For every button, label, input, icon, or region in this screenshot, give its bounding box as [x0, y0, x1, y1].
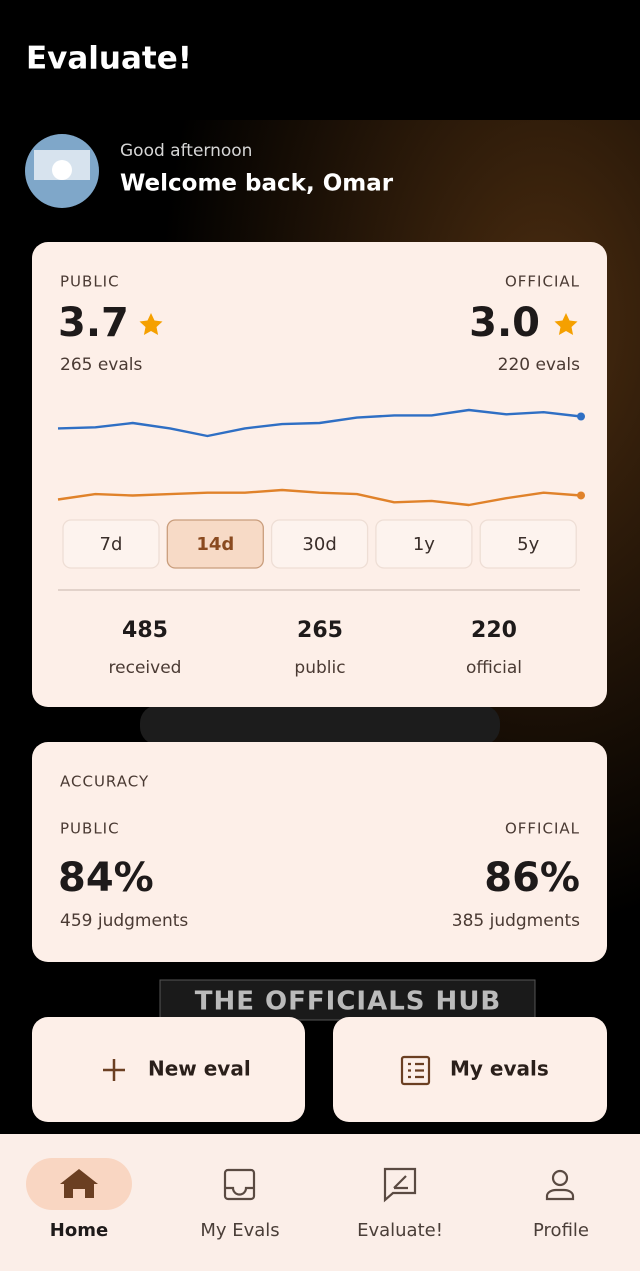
list-icon — [400, 1055, 431, 1086]
range-button[interactable] — [479, 519, 577, 569]
edit-icon — [383, 1167, 417, 1203]
nav-label: Home — [50, 1220, 108, 1241]
profile-icon — [545, 1169, 575, 1201]
stat-label: public — [294, 658, 345, 678]
official-label: OFFICIAL — [505, 820, 580, 838]
nav-label: Profile — [533, 1220, 589, 1241]
official-label: OFFICIAL — [505, 273, 580, 291]
public-score: 3.7 — [58, 300, 129, 346]
official-judgments: 385 judgments — [452, 911, 580, 931]
stat-value: 485 — [122, 618, 168, 643]
stat-value: 265 — [297, 618, 343, 643]
public-count: 265 evals — [60, 355, 143, 375]
star-icon — [139, 313, 163, 335]
range-label: 14d — [196, 534, 234, 555]
stats: 485 received 265 public 220 official — [109, 618, 522, 678]
nav-label: Evaluate! — [357, 1220, 443, 1241]
plus-icon — [103, 1059, 125, 1081]
official-score: 3.0 — [469, 300, 540, 346]
official-trend-line — [57, 488, 582, 507]
public-trend-line — [57, 408, 582, 438]
stat-value: 220 — [471, 618, 517, 643]
official-trend-end — [577, 491, 585, 500]
greeting-subtitle: Good afternoon — [120, 141, 252, 161]
range-button[interactable] — [62, 519, 160, 569]
public-label: PUBLIC — [60, 273, 120, 291]
stat-label: received — [109, 658, 182, 678]
greeting-title: Welcome back, Omar — [120, 171, 394, 197]
background-banner: THE OFFICIALS HUB — [195, 987, 502, 1017]
range-button[interactable] — [166, 519, 264, 569]
new-eval-button[interactable] — [32, 1017, 305, 1122]
range-selector: 7d 14d 30d 1y 5y — [62, 519, 577, 569]
home-icon — [60, 1169, 98, 1198]
my-evals-label: My evals — [450, 1057, 549, 1081]
range-label: 1y — [413, 534, 435, 555]
range-button[interactable] — [375, 519, 473, 569]
stat-label: official — [466, 658, 522, 678]
range-label: 30d — [302, 534, 336, 555]
inbox-icon — [223, 1168, 256, 1201]
official-count: 220 evals — [498, 355, 581, 375]
avatar-detail — [52, 160, 72, 180]
accuracy-card — [32, 742, 607, 962]
background-art — [140, 705, 500, 745]
my-evals-button[interactable] — [333, 1017, 607, 1122]
range-label: 5y — [517, 534, 539, 555]
public-judgments: 459 judgments — [60, 911, 188, 931]
range-button[interactable] — [270, 519, 369, 569]
official-accuracy: 86% — [484, 855, 580, 901]
new-eval-label: New eval — [148, 1057, 251, 1081]
range-label: 7d — [100, 534, 123, 555]
public-accuracy: 84% — [58, 855, 154, 901]
star-icon — [554, 313, 578, 335]
app-title: Evaluate! — [26, 41, 192, 77]
nav-items: Home My Evals Evaluate! Profile — [26, 1158, 589, 1241]
accuracy-title: ACCURACY — [60, 773, 149, 791]
trend-chart — [57, 408, 585, 507]
public-trend-end — [577, 412, 585, 421]
nav-label: My Evals — [200, 1220, 279, 1241]
public-label: PUBLIC — [60, 820, 120, 838]
